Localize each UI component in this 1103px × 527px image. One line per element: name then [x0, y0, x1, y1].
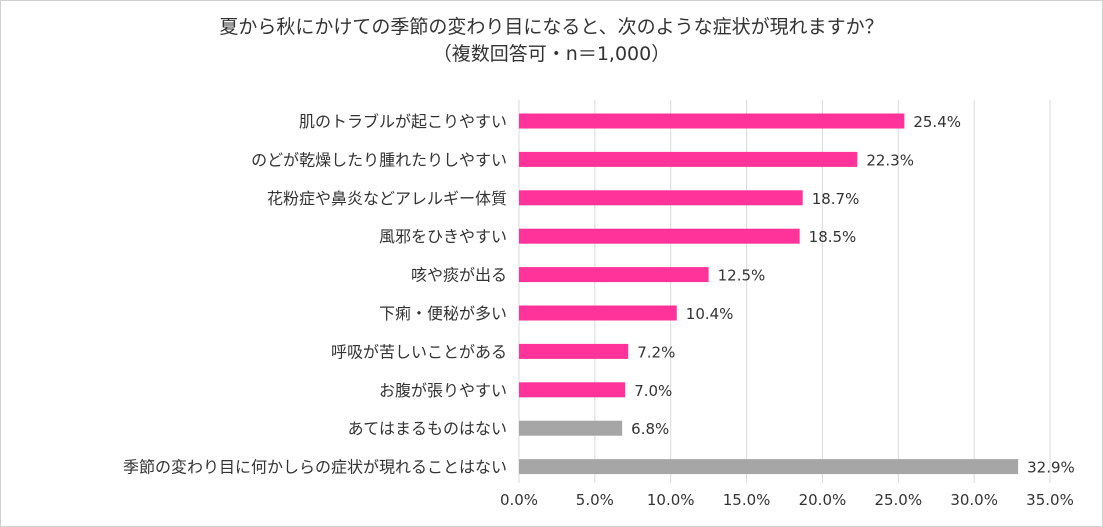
category-label: 咳や痰が出る: [411, 266, 507, 285]
bar: [519, 151, 858, 167]
x-tick-label: 30.0%: [950, 491, 998, 509]
x-tick-label: 10.0%: [647, 491, 695, 509]
category-label: 風邪をひきやすい: [379, 227, 507, 246]
data-label: 6.8%: [631, 420, 669, 438]
chart-title-block: 夏から秋にかけての季節の変わり目になると、次のような症状が現れますか？ （複数回…: [0, 14, 1103, 68]
category-label: 下痢・便秘が多い: [379, 304, 507, 323]
x-tick-label: 0.0%: [500, 491, 538, 509]
data-label: 7.0%: [634, 382, 672, 400]
bar: [519, 382, 626, 398]
category-label: お腹が張りやすい: [379, 381, 507, 400]
bar: [519, 228, 800, 244]
category-label: 季節の変わり目に何かしらの症状が現れることはない: [123, 458, 507, 477]
category-label: 呼吸が苦しいことがある: [331, 342, 507, 361]
bar: [519, 305, 677, 321]
bar: [519, 113, 905, 129]
data-label: 18.7%: [812, 190, 860, 208]
x-tick-label: 25.0%: [874, 491, 922, 509]
x-tick-label: 35.0%: [1026, 491, 1074, 509]
data-label: 22.3%: [866, 151, 914, 169]
x-tick-label: 20.0%: [799, 491, 847, 509]
data-label: 32.9%: [1027, 459, 1075, 477]
category-label: のどが乾燥したり腫れたりしやすい: [251, 150, 507, 169]
category-label: あてはまるものはない: [348, 419, 507, 438]
data-label: 10.4%: [686, 305, 734, 323]
data-label: 12.5%: [718, 267, 766, 285]
bar: [519, 190, 803, 206]
bar: [519, 459, 1019, 475]
data-label: 18.5%: [809, 228, 857, 246]
data-label: 25.4%: [913, 113, 961, 131]
category-label: 肌のトラブルが起こりやすい: [299, 112, 507, 131]
bar: [519, 420, 623, 436]
x-tick-label: 5.0%: [576, 491, 614, 509]
bar: [519, 267, 709, 283]
x-tick-label: 15.0%: [723, 491, 771, 509]
chart-subtitle: （複数回答可・n＝1,000）: [432, 43, 671, 65]
bar: [519, 343, 629, 359]
category-label: 花粉症や鼻炎などアレルギー体質: [267, 189, 507, 208]
chart-title: 夏から秋にかけての季節の変わり目になると、次のような症状が現れますか？: [219, 16, 884, 38]
data-label: 7.2%: [637, 343, 675, 361]
